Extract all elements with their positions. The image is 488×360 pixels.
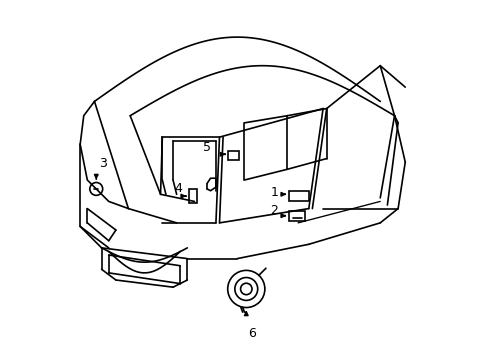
Circle shape: [227, 270, 264, 307]
FancyBboxPatch shape: [189, 189, 197, 203]
Text: 3: 3: [99, 157, 107, 170]
Text: 5: 5: [202, 141, 210, 154]
Text: 4: 4: [174, 183, 182, 195]
Circle shape: [234, 278, 257, 300]
Text: 1: 1: [270, 186, 278, 199]
Circle shape: [240, 283, 251, 295]
FancyBboxPatch shape: [288, 191, 308, 202]
Text: 2: 2: [270, 204, 278, 217]
Circle shape: [90, 183, 102, 195]
Text: 6: 6: [247, 327, 255, 340]
FancyBboxPatch shape: [288, 211, 305, 221]
FancyBboxPatch shape: [228, 151, 239, 159]
